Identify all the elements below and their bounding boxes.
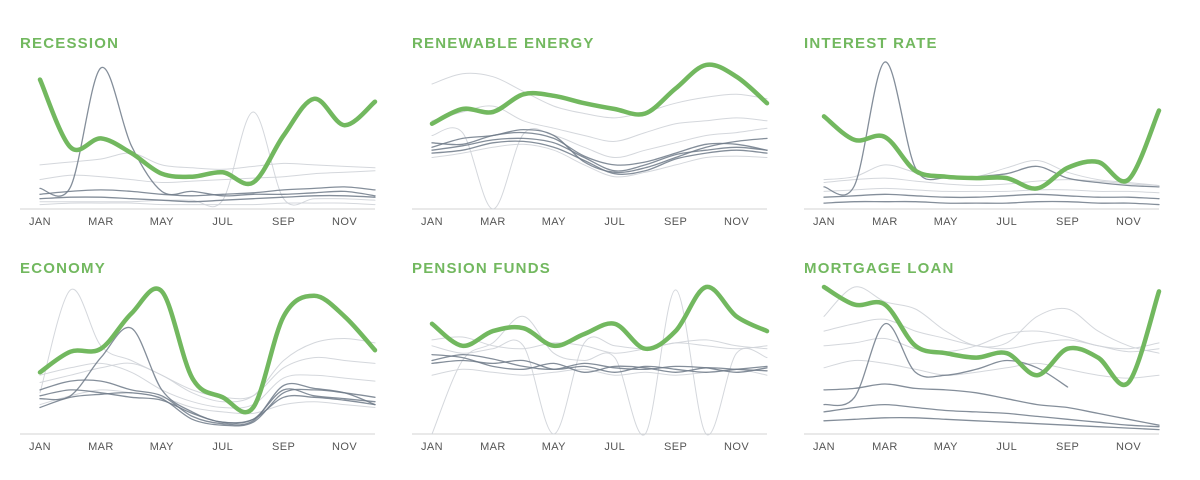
x-tick-label: JAN	[813, 441, 835, 453]
context-series-line	[39, 67, 376, 197]
context-series-line	[823, 323, 1069, 407]
context-series-line	[431, 105, 768, 142]
context-series-line	[431, 143, 768, 178]
x-tick-label: JUL	[604, 216, 625, 228]
x-tick-label: MAR	[480, 441, 506, 453]
highlight-series-line	[429, 62, 770, 126]
context-series-line	[823, 417, 1160, 431]
x-tick-label: NOV	[724, 216, 749, 228]
x-tick-label: JAN	[421, 441, 443, 453]
chart-title: RENEWABLE ENERGY	[412, 35, 595, 52]
x-tick-label: JAN	[29, 216, 51, 228]
chart-title: INTEREST RATE	[804, 35, 938, 52]
x-tick-label: MAR	[480, 216, 506, 228]
chart-panel-recession: RECESSION JAN MAR MAY JUL SEP NOV	[20, 35, 390, 255]
line-chart: JAN MAR MAY JUL SEP NOV	[412, 284, 770, 453]
x-tick-label: JUL	[212, 216, 233, 228]
x-tick-label: JUL	[212, 441, 233, 453]
x-tick-label: MAY	[542, 441, 566, 453]
line-chart: JAN MAR MAY JUL SEP NOV	[412, 62, 770, 228]
context-series-line	[823, 177, 1160, 186]
x-tick-label: NOV	[332, 216, 357, 228]
context-series-line	[431, 336, 768, 354]
x-tick-label: NOV	[332, 441, 357, 453]
x-tick-label: JUL	[996, 216, 1017, 228]
context-series-line	[431, 72, 768, 119]
highlight-series-line	[37, 77, 378, 187]
x-tick-label: MAR	[88, 216, 114, 228]
context-series-line	[823, 286, 1160, 354]
x-tick-label: SEP	[664, 216, 687, 228]
x-tick-label: JAN	[813, 216, 835, 228]
x-tick-label: NOV	[724, 441, 749, 453]
highlight-series-line	[821, 284, 1162, 388]
chart-title: RECESSION	[20, 35, 120, 52]
line-chart: JAN MAR MAY JUL SEP NOV	[20, 286, 378, 453]
chart-panel-renewable-energy: RENEWABLE ENERGY JAN MAR MAY JUL SEP NOV	[412, 35, 782, 255]
context-series-line	[39, 288, 376, 400]
x-tick-label: MAY	[150, 216, 174, 228]
highlight-series-line	[821, 108, 1162, 191]
chart-panel-mortgage-loan: MORTGAGE LOAN JAN MAR MAY JUL SEP NOV	[804, 260, 1174, 480]
context-series-line	[823, 403, 1160, 428]
context-series-line	[39, 194, 376, 203]
context-series-line	[39, 389, 376, 424]
x-tick-label: MAR	[88, 441, 114, 453]
context-series-line	[823, 159, 1160, 186]
x-tick-label: NOV	[1116, 216, 1141, 228]
context-series-line	[431, 131, 768, 166]
chart-panel-economy: ECONOMY JAN MAR MAY JUL SEP NOV	[20, 260, 390, 480]
context-series-line	[431, 336, 768, 435]
context-series-line	[431, 137, 768, 172]
context-series-line	[823, 318, 1160, 353]
chart-title: PENSION FUNDS	[412, 260, 551, 277]
x-tick-label: JUL	[604, 441, 625, 453]
context-series-line	[39, 379, 376, 426]
x-tick-label: JAN	[421, 216, 443, 228]
chart-panel-pension-funds: PENSION FUNDS JAN MAR MAY JUL SEP NOV	[412, 260, 782, 480]
x-tick-label: SEP	[272, 216, 295, 228]
context-series-line	[823, 200, 1160, 206]
line-chart: JAN MAR MAY JUL SEP NOV	[804, 61, 1162, 228]
x-tick-label: JAN	[29, 441, 51, 453]
context-series-line	[431, 127, 768, 210]
context-series-line	[39, 202, 376, 206]
context-series-line	[39, 170, 376, 184]
context-series-line	[39, 362, 376, 409]
context-series-line	[823, 383, 1160, 426]
context-series-line	[431, 359, 768, 373]
highlight-series-line	[429, 284, 770, 351]
context-series-line	[39, 388, 376, 427]
x-tick-label: MAR	[872, 441, 898, 453]
x-tick-label: NOV	[1116, 441, 1141, 453]
x-tick-label: MAY	[934, 216, 958, 228]
context-series-line	[39, 389, 376, 415]
x-tick-label: MAR	[872, 216, 898, 228]
x-tick-label: SEP	[1056, 441, 1079, 453]
x-tick-label: SEP	[1056, 216, 1079, 228]
x-tick-label: SEP	[272, 441, 295, 453]
x-tick-label: MAY	[934, 441, 958, 453]
context-series-line	[39, 186, 376, 197]
context-series-line	[823, 187, 1160, 194]
chart-panel-interest-rate: INTEREST RATE JAN MAR MAY JUL SEP NOV	[804, 35, 1174, 255]
x-tick-label: MAY	[542, 216, 566, 228]
x-tick-label: JUL	[996, 441, 1017, 453]
x-tick-label: MAY	[150, 441, 174, 453]
chart-title: ECONOMY	[20, 260, 106, 277]
context-series-line	[39, 152, 376, 170]
context-series-line	[823, 359, 1160, 379]
context-series-line	[431, 140, 768, 175]
chart-title: MORTGAGE LOAN	[804, 260, 955, 277]
context-series-line	[823, 61, 1160, 196]
highlight-series-line	[37, 286, 378, 415]
line-chart: JAN MAR MAY JUL SEP NOV	[20, 67, 378, 228]
context-series-line	[823, 193, 1160, 200]
x-tick-label: SEP	[664, 441, 687, 453]
context-series-line	[39, 338, 376, 403]
line-chart: JAN MAR MAY JUL SEP NOV	[804, 284, 1162, 453]
